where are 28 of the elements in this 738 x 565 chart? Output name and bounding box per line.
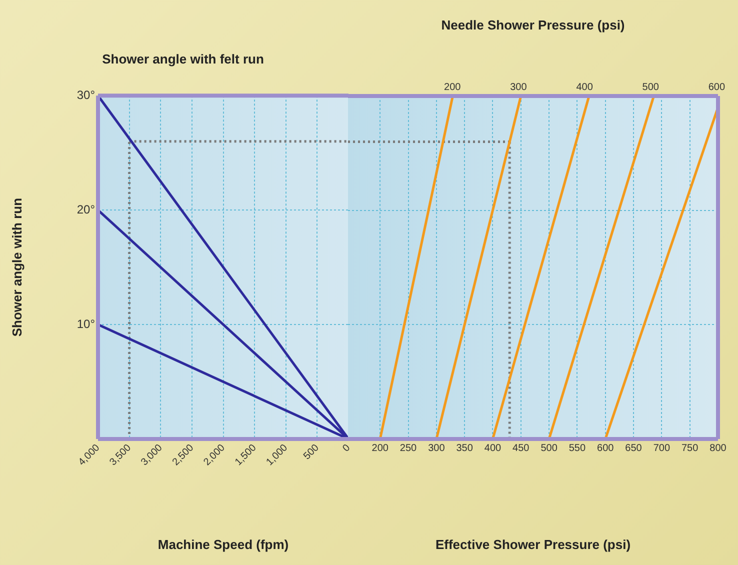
x-tick-label: 200 bbox=[372, 442, 389, 454]
x-tick-label: 400 bbox=[484, 442, 502, 454]
x2-tick-label: 200 bbox=[444, 82, 462, 93]
y-axis-title: Shower angle with run bbox=[9, 198, 24, 337]
x2-tick-label: 600 bbox=[708, 82, 726, 93]
y-tick-label: 10° bbox=[76, 316, 96, 331]
x2-tick-label: 500 bbox=[642, 82, 660, 93]
x-tick-label: 700 bbox=[653, 442, 670, 454]
x-axis-title: Machine Speed (fpm) bbox=[158, 536, 289, 552]
x-tick-label: 650 bbox=[625, 442, 642, 454]
x-tick-label: 300 bbox=[428, 442, 446, 454]
x-tick-label: 750 bbox=[682, 442, 699, 454]
x-tick-label: 550 bbox=[568, 442, 586, 454]
x-tick-label: 450 bbox=[512, 442, 530, 454]
x-tick-label: 800 bbox=[710, 442, 727, 454]
x2-tick-label: 400 bbox=[576, 82, 594, 93]
x2-tick-label: 300 bbox=[510, 82, 528, 93]
x-axis-title: Effective Shower Pressure (psi) bbox=[435, 536, 631, 552]
x-tick-label: 500 bbox=[540, 442, 558, 454]
x-tick-label: 0 bbox=[340, 442, 353, 454]
x2-axis-title: Needle Shower Pressure (psi) bbox=[441, 17, 625, 32]
chart-title: Shower angle with felt run bbox=[102, 51, 264, 66]
x-tick-label: 250 bbox=[400, 442, 418, 454]
x-tick-label: 350 bbox=[456, 442, 474, 454]
y-tick-label: 20° bbox=[76, 202, 96, 216]
x-tick-label: 600 bbox=[597, 442, 614, 454]
y-tick-label: 30° bbox=[76, 88, 96, 102]
x-tick-label: 500 bbox=[302, 442, 322, 462]
